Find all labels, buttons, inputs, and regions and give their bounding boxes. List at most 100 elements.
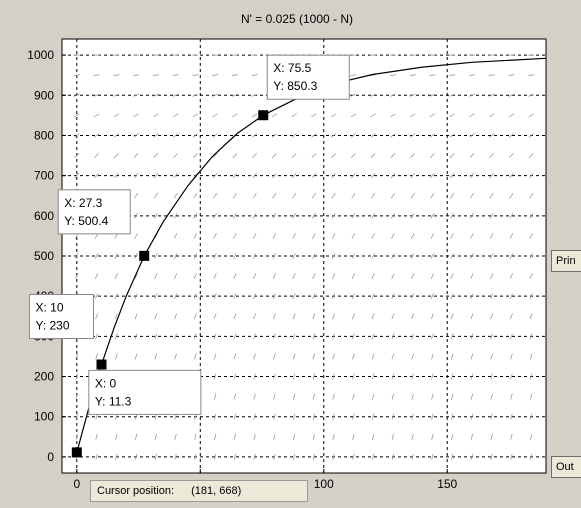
- direction-field-segment: [449, 113, 455, 118]
- direction-field-segment: [352, 353, 355, 360]
- direction-field-segment: [75, 253, 79, 259]
- direction-field-segment: [351, 293, 355, 300]
- direction-field-segment: [312, 313, 316, 320]
- direction-field-segment: [490, 353, 493, 360]
- direction-field-segment: [253, 433, 256, 440]
- direction-field-segment: [411, 373, 414, 380]
- direction-field-segment: [430, 193, 435, 199]
- data-tip-marker[interactable]: [96, 359, 107, 370]
- direction-field-segment: [292, 413, 296, 420]
- direction-field-segment: [272, 253, 277, 259]
- direction-field-segment: [430, 213, 435, 219]
- direction-field-segment: [194, 433, 197, 440]
- direction-field-segment: [292, 253, 296, 259]
- direction-field-segment: [291, 133, 297, 138]
- data-tip-box[interactable]: [57, 189, 131, 235]
- direction-field-segment: [332, 373, 335, 380]
- x-tick-label: 0: [73, 477, 80, 491]
- direction-field-segment: [252, 153, 258, 158]
- direction-field-segment: [470, 253, 474, 259]
- y-tick-label: 700: [34, 169, 54, 183]
- direction-field-segment: [233, 353, 237, 360]
- y-tick-label: 800: [34, 128, 54, 142]
- direction-field-segment: [153, 193, 158, 199]
- direction-field-segment: [253, 293, 257, 300]
- direction-field-segment: [173, 213, 178, 219]
- direction-field-segment: [213, 313, 217, 320]
- output-button[interactable]: Out: [551, 456, 581, 478]
- direction-field-segment: [253, 413, 256, 420]
- direction-field-segment: [134, 453, 138, 460]
- direction-field-segment: [292, 193, 297, 199]
- direction-field-segment: [272, 313, 276, 320]
- y-tick-label: 0: [47, 450, 54, 464]
- direction-field-segment: [213, 333, 217, 340]
- print-button[interactable]: Prin: [551, 250, 581, 272]
- direction-field-segment: [75, 433, 78, 440]
- data-tip-marker[interactable]: [139, 250, 150, 261]
- direction-field-segment: [292, 353, 296, 360]
- direction-field-segment: [94, 173, 99, 179]
- direction-field-segment: [350, 153, 356, 158]
- direction-field-segment: [411, 413, 414, 420]
- y-tick-label: 500: [34, 249, 54, 263]
- direction-field-segment: [411, 293, 415, 300]
- direction-field-segment: [488, 74, 495, 77]
- direction-field-segment: [470, 233, 474, 239]
- data-tip-box[interactable]: [88, 369, 202, 415]
- direction-field-segment: [469, 113, 475, 118]
- direction-field-segment: [509, 273, 514, 279]
- solution-curve: [76, 57, 547, 453]
- direction-field-segment: [272, 213, 277, 219]
- direction-field-segment: [154, 313, 158, 320]
- direction-field-segment: [194, 353, 197, 360]
- direction-field-segment: [251, 74, 258, 77]
- direction-field-segment: [75, 353, 79, 360]
- direction-field-segment: [411, 393, 414, 400]
- direction-field-segment: [292, 333, 296, 340]
- direction-field-segment: [350, 113, 357, 118]
- direction-field-segment: [410, 233, 415, 239]
- direction-field-segment: [449, 93, 456, 97]
- direction-field-segment: [153, 153, 159, 158]
- direction-field-segment: [74, 113, 80, 118]
- direction-field-segment: [470, 293, 474, 300]
- direction-field-segment: [352, 333, 355, 340]
- direction-field-segment: [232, 113, 238, 118]
- direction-field-segment: [469, 193, 474, 199]
- data-tip-box[interactable]: [266, 54, 350, 100]
- y-tick-label: 600: [34, 209, 54, 223]
- data-tip-box[interactable]: [29, 294, 95, 339]
- direction-field-segment: [431, 413, 434, 420]
- direction-field-segment: [213, 233, 217, 239]
- direction-field-segment: [429, 113, 436, 118]
- direction-field-segment: [351, 213, 356, 219]
- direction-field-segment: [389, 93, 396, 97]
- direction-field-segment: [233, 253, 237, 259]
- data-tip-marker[interactable]: [71, 447, 82, 458]
- solution-curve-group: [76, 57, 547, 453]
- direction-field-segment: [271, 153, 277, 158]
- direction-field-segment: [430, 313, 434, 320]
- direction-field-segment: [489, 153, 495, 158]
- direction-field-segment: [528, 74, 535, 77]
- direction-field-segment: [372, 433, 375, 440]
- direction-field-segment: [134, 253, 138, 259]
- data-tip-marker[interactable]: [258, 110, 269, 121]
- direction-field-segment: [134, 353, 138, 360]
- direction-field-segment: [391, 253, 395, 259]
- direction-field-segment: [252, 253, 257, 259]
- direction-field-segment: [528, 153, 534, 158]
- direction-field-segment: [331, 213, 336, 219]
- direction-field-segment: [510, 353, 513, 360]
- direction-field-segment: [450, 253, 454, 259]
- direction-field-segment: [273, 353, 276, 360]
- direction-field-segment: [431, 433, 434, 440]
- direction-field-segment: [410, 253, 415, 259]
- direction-field-segment: [450, 353, 454, 360]
- direction-field-segment: [272, 273, 276, 279]
- direction-field-segment: [528, 133, 534, 138]
- direction-field-segment: [469, 133, 475, 138]
- direction-field-segment: [154, 453, 157, 460]
- direction-field-segment: [272, 233, 277, 239]
